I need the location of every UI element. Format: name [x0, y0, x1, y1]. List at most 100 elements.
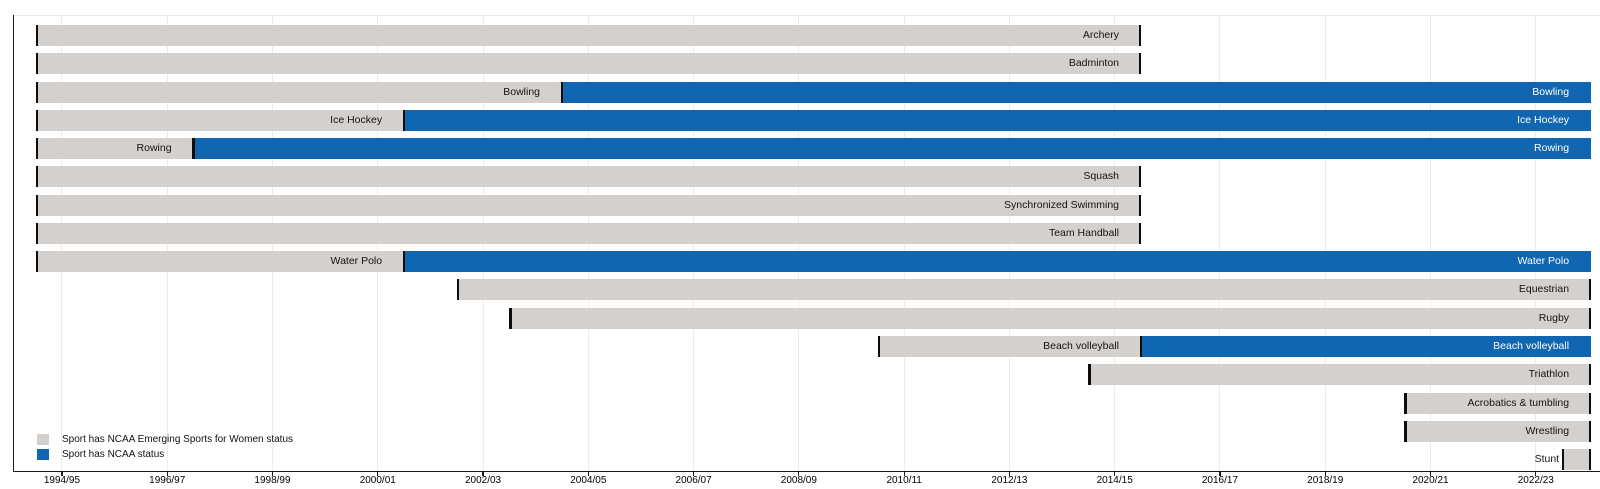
bar-label-rowing: Rowing	[1534, 142, 1570, 155]
segment-boundary-tick	[1404, 392, 1407, 414]
bar-equestrian-emerging	[456, 279, 1592, 301]
bar-archery-emerging	[35, 25, 1141, 46]
x-axis-tick	[1535, 471, 1537, 476]
bar-bowling-emerging	[35, 81, 562, 103]
bar-ice-hockey-ncaa	[404, 109, 1592, 131]
gridline	[1324, 15, 1326, 471]
bar-label-stunt: Stunt	[1534, 453, 1560, 466]
bar-label-synchronized-swimming: Synchronized Swimming	[1004, 198, 1120, 211]
bar-label-rugby: Rugby	[1538, 311, 1570, 324]
bar-stunt-emerging	[1562, 449, 1592, 471]
x-axis-label: 2010/11	[886, 475, 922, 486]
bar-label-ice-hockey: Ice Hockey	[330, 113, 383, 126]
legend-item-ncaa: Sport has NCAA status	[37, 449, 164, 461]
bar-label-badminton: Badminton	[1068, 57, 1120, 70]
bar-wrestling-emerging	[1404, 420, 1592, 442]
bar-label-beach-volleyball: Beach volleyball	[1493, 339, 1570, 352]
x-axis-tick	[1114, 471, 1116, 476]
bar-rugby-emerging	[509, 307, 1592, 329]
x-axis-tick	[903, 471, 905, 476]
legend-item-emerging: Sport has NCAA Emerging Sports for Women…	[37, 433, 293, 445]
x-axis-label: 2020/21	[1412, 475, 1449, 486]
bar-label-squash: Squash	[1083, 170, 1120, 183]
segment-boundary-tick	[35, 194, 39, 216]
segment-boundary-tick	[1588, 364, 1592, 386]
bar-label-ice-hockey: Ice Hockey	[1517, 113, 1570, 126]
segment-boundary-tick	[1588, 307, 1592, 329]
segment-boundary-tick	[509, 307, 512, 329]
bar-label-team-handball: Team Handball	[1048, 226, 1120, 239]
segment-boundary-tick	[35, 81, 39, 103]
segment-boundary-tick	[1138, 53, 1141, 75]
segment-boundary-tick	[1138, 194, 1141, 216]
segment-boundary-tick	[1562, 449, 1565, 471]
x-axis-tick	[61, 471, 63, 476]
bar-water-polo-ncaa	[404, 251, 1592, 273]
x-axis-label: 2000/01	[359, 475, 396, 486]
bar-label-rowing: Rowing	[136, 142, 172, 155]
plot-top-border	[13, 15, 1600, 16]
bar-beach-volleyball-emerging	[877, 335, 1141, 357]
x-axis-label: 2002/03	[464, 475, 502, 486]
x-axis-tick	[482, 471, 484, 476]
bar-acrobatics-tumbling-emerging	[1404, 392, 1592, 414]
segment-boundary-tick	[1404, 420, 1407, 442]
segment-boundary-tick	[1588, 449, 1592, 471]
gridline	[1219, 15, 1221, 471]
x-axis-tick	[692, 471, 695, 476]
x-axis-label: 2006/07	[675, 475, 712, 486]
x-axis-tick	[1429, 471, 1432, 476]
segment-boundary-tick	[1588, 279, 1592, 301]
bar-squash-emerging	[35, 166, 1141, 188]
x-axis-label: 2016/17	[1201, 475, 1239, 486]
segment-boundary-tick	[35, 25, 39, 46]
segment-boundary-tick	[560, 81, 564, 103]
x-axis-tick	[271, 471, 274, 476]
bar-bowling-ncaa	[562, 81, 1592, 103]
segment-boundary-tick	[1588, 420, 1592, 442]
gridline	[1535, 15, 1537, 471]
segment-boundary-tick	[35, 53, 39, 75]
segment-boundary-tick	[1138, 166, 1141, 188]
x-axis-tick	[1219, 471, 1221, 476]
x-axis-label: 2004/05	[570, 475, 607, 486]
bar-label-bowling: Bowling	[503, 85, 541, 98]
legend-label-emerging: Sport has NCAA Emerging Sports for Women…	[62, 433, 294, 445]
segment-boundary-tick	[402, 109, 406, 131]
bar-label-bowling: Bowling	[1532, 85, 1570, 98]
x-axis-label: 2014/15	[1096, 475, 1133, 486]
x-axis-label: 1998/99	[254, 475, 291, 486]
y-axis-line	[12, 15, 14, 471]
segment-boundary-tick	[1138, 25, 1141, 46]
x-axis-label: 2008/09	[780, 475, 817, 486]
bar-label-water-polo: Water Polo	[330, 255, 383, 268]
bar-water-polo-emerging	[35, 251, 405, 273]
bar-label-archery: Archery	[1082, 29, 1120, 41]
bar-rowing-emerging	[35, 138, 194, 160]
x-axis-tick	[587, 471, 589, 476]
x-axis-label: 2018/19	[1307, 475, 1344, 486]
x-axis-tick	[1008, 471, 1010, 476]
legend-swatch-ncaa-icon	[37, 449, 49, 460]
segment-boundary-tick	[1138, 222, 1141, 244]
segment-boundary-tick	[35, 138, 39, 160]
segment-boundary-tick	[35, 251, 39, 273]
bar-beach-volleyball-ncaa	[1141, 335, 1592, 357]
segment-boundary-tick	[35, 222, 39, 244]
segment-boundary-tick	[456, 279, 460, 301]
x-axis-line	[13, 470, 1600, 472]
bar-triathlon-emerging	[1088, 364, 1592, 386]
x-axis-label: 2012/13	[991, 475, 1028, 486]
segment-boundary-tick	[1139, 335, 1143, 357]
bar-label-wrestling: Wrestling	[1525, 424, 1570, 437]
segment-boundary-tick	[35, 166, 39, 188]
gridline	[1430, 15, 1431, 471]
bar-label-water-polo: Water Polo	[1517, 255, 1570, 268]
x-axis-label: 2022/23	[1517, 475, 1554, 486]
segment-boundary-tick	[192, 138, 195, 160]
x-axis-label: 1994/95	[43, 475, 81, 486]
bar-synchronized-swimming-emerging	[35, 194, 1141, 216]
x-axis-tick	[1324, 471, 1326, 476]
x-axis-tick	[166, 471, 168, 476]
